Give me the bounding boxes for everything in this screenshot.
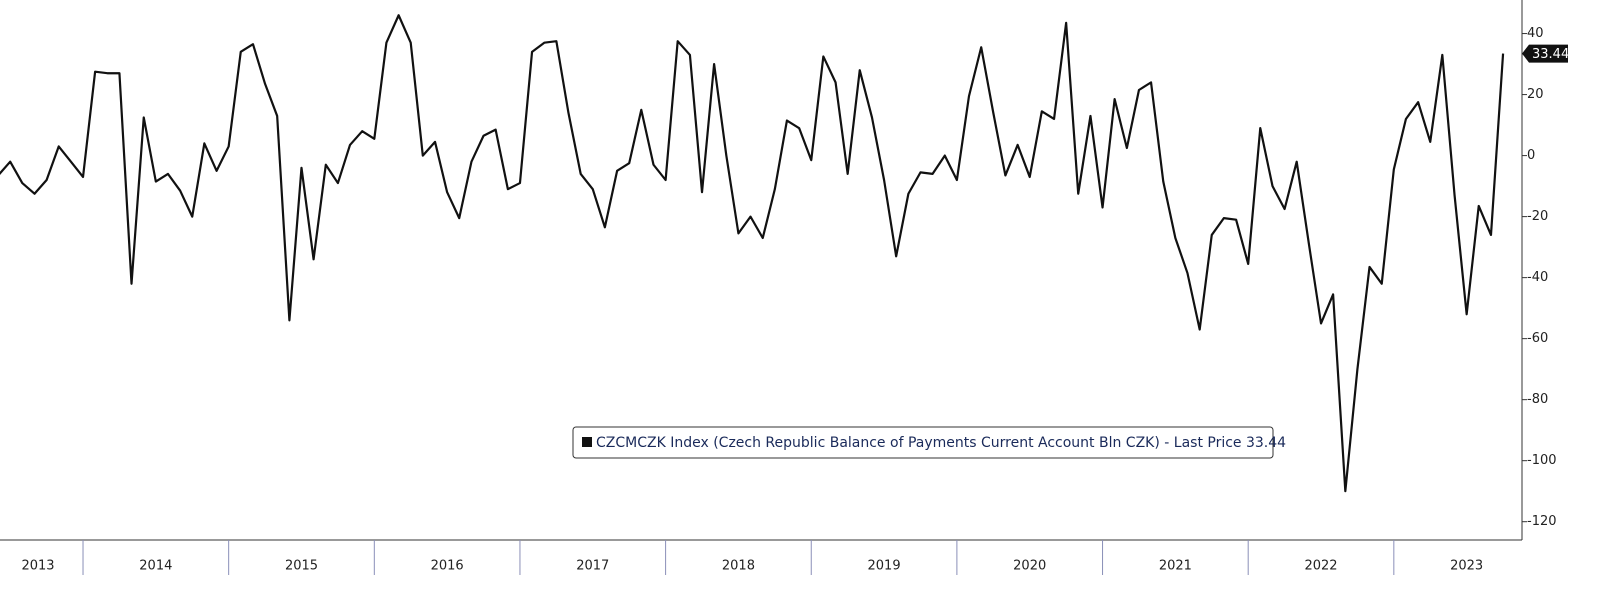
- y-tick-label: -60: [1527, 331, 1548, 346]
- y-tick-label: 0: [1527, 148, 1535, 163]
- legend-box: [572, 426, 1274, 459]
- y-tick-label: 20: [1527, 87, 1544, 102]
- x-tick-label: 2021: [1159, 559, 1192, 574]
- x-tick-label: 2017: [576, 559, 609, 574]
- series-line: [0, 14, 1505, 493]
- x-tick-label: 2014: [139, 559, 172, 574]
- legend-label: CZCMCZK Index (Czech Republic Balance of…: [596, 435, 1286, 451]
- x-tick-label: 2023: [1450, 559, 1483, 574]
- x-tick-label: 2013: [21, 559, 54, 574]
- y-tick-label: -100: [1527, 453, 1557, 468]
- y-tick-label: -20: [1527, 209, 1548, 224]
- x-tick-label: 2019: [868, 559, 901, 574]
- y-tick-label: -120: [1527, 514, 1557, 529]
- x-tick-label: 2016: [431, 559, 464, 574]
- y-tick-label: 40: [1527, 26, 1544, 41]
- legend: CZCMCZK Index (Czech Republic Balance of…: [572, 426, 1286, 459]
- last-price-label: 33.44: [1532, 47, 1569, 62]
- last-price-tag: [1522, 44, 1568, 63]
- x-tick-label: 2022: [1304, 559, 1337, 574]
- x-tick-label: 2015: [285, 559, 318, 574]
- x-tick-label: 2020: [1013, 559, 1046, 574]
- y-tick-label: -80: [1527, 392, 1548, 407]
- y-tick-label: -40: [1527, 270, 1548, 285]
- legend-swatch: [582, 437, 592, 447]
- x-tick-label: 2018: [722, 559, 755, 574]
